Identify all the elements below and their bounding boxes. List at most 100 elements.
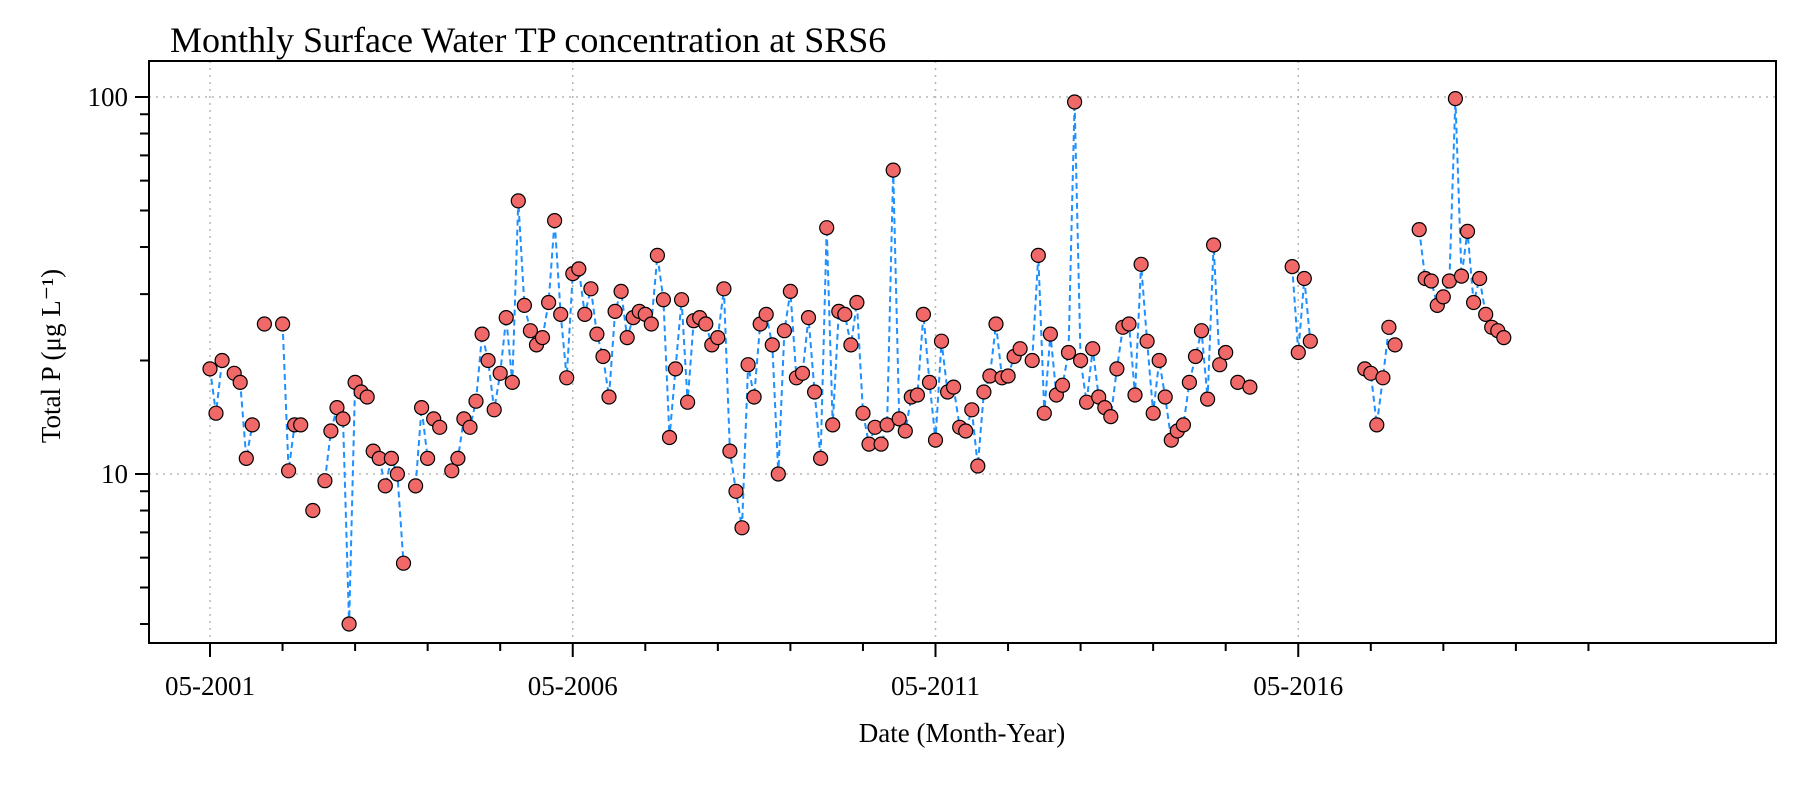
data-point bbox=[1187, 348, 1204, 365]
data-point bbox=[595, 348, 611, 365]
data-point bbox=[643, 316, 659, 332]
data-point bbox=[843, 337, 859, 353]
y-tick-label: 100 bbox=[88, 82, 129, 112]
data-point bbox=[764, 337, 780, 353]
data-point bbox=[1212, 357, 1228, 373]
data-point bbox=[474, 326, 490, 342]
data-point bbox=[540, 294, 557, 311]
data-point bbox=[885, 162, 901, 178]
data-point bbox=[1471, 270, 1488, 287]
data-point bbox=[1024, 352, 1040, 369]
data-point bbox=[897, 423, 913, 439]
data-point bbox=[619, 330, 635, 346]
data-point bbox=[444, 463, 460, 479]
data-point bbox=[359, 389, 375, 405]
data-point bbox=[667, 361, 684, 377]
data-point bbox=[341, 616, 357, 632]
data-point bbox=[716, 281, 732, 297]
data-point bbox=[1387, 337, 1403, 353]
data-point bbox=[1133, 256, 1149, 272]
data-point bbox=[879, 417, 895, 433]
data-point bbox=[746, 389, 762, 405]
data-point bbox=[1284, 259, 1300, 275]
data-point bbox=[432, 419, 448, 435]
data-point bbox=[377, 478, 393, 494]
data-point bbox=[1042, 326, 1059, 342]
data-point bbox=[1296, 270, 1312, 287]
data-point bbox=[1199, 391, 1216, 407]
data-point bbox=[915, 306, 932, 322]
data-point bbox=[976, 384, 992, 400]
data-point bbox=[1302, 333, 1318, 349]
data-point bbox=[945, 379, 962, 395]
data-point bbox=[389, 466, 405, 482]
data-point bbox=[492, 365, 508, 381]
data-point bbox=[571, 261, 587, 277]
data-point bbox=[1157, 389, 1173, 405]
data-point bbox=[395, 555, 412, 571]
data-point bbox=[559, 370, 575, 386]
chart-title: Monthly Surface Water TP concentration a… bbox=[170, 20, 886, 60]
data-point bbox=[546, 213, 563, 229]
data-point bbox=[1459, 223, 1476, 239]
data-point bbox=[1447, 90, 1464, 107]
data-point bbox=[849, 294, 865, 311]
data-point bbox=[1218, 344, 1234, 361]
data-point bbox=[1423, 273, 1439, 289]
data-point bbox=[698, 316, 714, 332]
y-axis-label: Total P (μg L⁻¹) bbox=[36, 269, 66, 443]
data-point bbox=[1121, 316, 1137, 332]
data-point bbox=[710, 330, 726, 346]
data-point bbox=[1036, 405, 1052, 421]
series-line bbox=[372, 450, 405, 564]
data-point bbox=[293, 417, 309, 433]
data-point bbox=[281, 463, 297, 479]
data-point bbox=[462, 419, 478, 435]
data-point bbox=[800, 310, 817, 326]
data-point bbox=[232, 374, 248, 390]
data-point bbox=[1109, 361, 1125, 377]
data-point bbox=[794, 365, 811, 381]
data-point bbox=[1072, 352, 1089, 369]
series-line bbox=[1291, 266, 1312, 353]
x-tick-label: 05-2011 bbox=[891, 671, 980, 701]
data-point bbox=[988, 316, 1004, 332]
data-point bbox=[450, 450, 466, 466]
data-point bbox=[958, 423, 974, 439]
data-point bbox=[819, 220, 835, 236]
axes: 05-2001 05-2006 05-2011 05-2016 10 100 bbox=[88, 82, 1590, 701]
data-point bbox=[812, 450, 829, 466]
data-point bbox=[1030, 247, 1046, 263]
data-point bbox=[891, 411, 907, 427]
data-point bbox=[1435, 289, 1451, 305]
data-point bbox=[873, 436, 889, 452]
data-point bbox=[317, 473, 333, 489]
data-point bbox=[583, 281, 599, 297]
data-point bbox=[238, 450, 254, 466]
data-point bbox=[921, 374, 938, 390]
data-point bbox=[510, 193, 526, 209]
data-point bbox=[1085, 341, 1101, 357]
data-point bbox=[1151, 352, 1167, 369]
data-point bbox=[516, 297, 533, 313]
data-point bbox=[256, 316, 272, 332]
data-point bbox=[649, 247, 666, 263]
data-point bbox=[202, 361, 218, 377]
data-point bbox=[244, 417, 260, 433]
grid bbox=[149, 61, 1776, 643]
data-point bbox=[468, 393, 484, 409]
x-tick-label: 05-2006 bbox=[528, 671, 618, 701]
data-point bbox=[1242, 379, 1258, 395]
y-tick-label: 10 bbox=[101, 459, 128, 489]
data-point bbox=[1054, 377, 1071, 393]
data-point bbox=[927, 432, 944, 448]
data-point bbox=[722, 443, 738, 459]
data-point bbox=[601, 389, 617, 405]
plot-frame bbox=[148, 60, 1777, 644]
data-point bbox=[1139, 333, 1155, 349]
data-point bbox=[1375, 370, 1391, 386]
series-points bbox=[202, 90, 1512, 632]
data-point bbox=[1478, 306, 1494, 322]
x-tick-label: 05-2016 bbox=[1253, 671, 1343, 701]
data-point bbox=[855, 405, 871, 421]
